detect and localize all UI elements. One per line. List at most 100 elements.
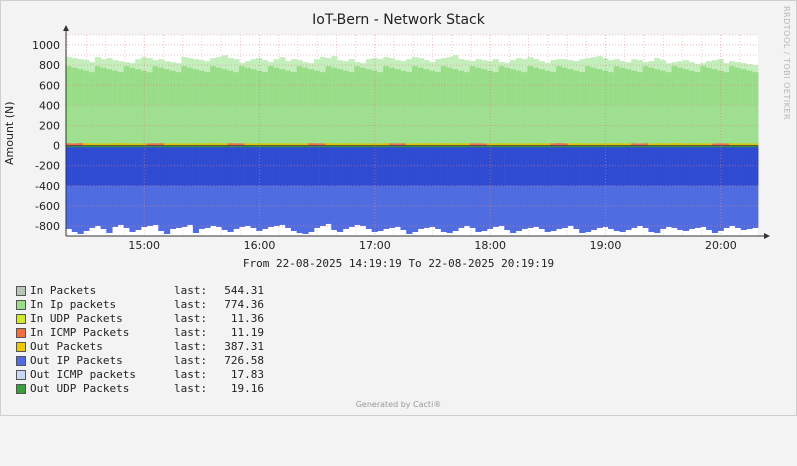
icmp-bar [706, 143, 713, 146]
icmp-bar [135, 143, 142, 146]
icmp-bar [244, 143, 251, 146]
out-ip-bar [112, 145, 119, 227]
legend-swatch [16, 370, 26, 380]
in-base-bar [239, 105, 246, 146]
out-ip-bar [619, 145, 626, 232]
legend-item-out-udp-packets: Out UDP Packets last: 19.16 [16, 382, 264, 396]
out-base-bar [556, 145, 563, 186]
in-base-bar [527, 105, 534, 146]
x-tick-label: 16:00 [244, 239, 276, 252]
icmp-bar [561, 143, 569, 146]
icmp-bar [527, 143, 534, 146]
out-ip-bar [677, 145, 684, 230]
icmp-bar [665, 143, 672, 146]
out-ip-bar [204, 145, 211, 228]
in-base-bar [383, 105, 390, 146]
out-base-bar [100, 145, 107, 186]
icmp-bar [204, 143, 211, 146]
icmp-bar [146, 143, 153, 146]
out-ip-bar [538, 145, 546, 229]
out-ip-bar [440, 145, 447, 232]
in-base-bar [544, 105, 551, 146]
out-ip-bar [100, 145, 107, 229]
icmp-bar [463, 143, 471, 146]
in-base-bar [319, 105, 326, 146]
out-base-bar [239, 145, 246, 186]
icmp-bar [71, 143, 78, 146]
icmp-bar [544, 143, 551, 146]
icmp-bar [256, 143, 263, 146]
out-base-bar [740, 145, 747, 186]
out-ip-bar [492, 145, 499, 227]
icmp-bar [129, 143, 136, 146]
in-base-bar [700, 105, 707, 146]
icmp-bar [192, 143, 200, 146]
in-base-bar [152, 105, 159, 146]
out-ip-bar [233, 145, 240, 229]
legend-label: In Ip packets [30, 298, 117, 311]
icmp-bar [752, 143, 759, 146]
icmp-bar [573, 143, 580, 146]
out-ip-bar [585, 145, 592, 232]
in-base-bar [688, 105, 695, 146]
icmp-bar [285, 143, 292, 146]
icmp-bar [550, 143, 557, 146]
out-ip-bar [544, 145, 551, 232]
legend-value: 19.16 [230, 382, 264, 395]
in-base-bar [71, 105, 78, 146]
out-ip-bar [740, 145, 747, 230]
icmp-bar [169, 143, 176, 146]
out-base-bar [256, 145, 263, 186]
icmp-bar [734, 143, 742, 146]
out-ip-bar [734, 145, 742, 228]
out-ip-bar [181, 145, 188, 227]
in-base-bar [406, 105, 413, 146]
out-base-bar [169, 145, 176, 186]
out-ip-bar [66, 145, 73, 229]
icmp-bar [158, 143, 165, 146]
out-base-bar [608, 145, 615, 186]
out-base-bar [700, 145, 707, 186]
in-base-bar [481, 105, 488, 146]
out-ip-bar [706, 145, 713, 230]
out-base-bar [446, 145, 453, 186]
icmp-bar [313, 143, 321, 146]
icmp-bar [417, 143, 424, 146]
out-base-bar [677, 145, 684, 186]
out-ip-bar [262, 145, 269, 229]
icmp-bar [440, 143, 447, 146]
icmp-bar [504, 143, 511, 146]
out-ip-bar [573, 145, 580, 229]
x-axis-arrow [764, 233, 770, 239]
out-base-bar [377, 145, 384, 186]
out-base-bar [77, 145, 84, 186]
icmp-bar [308, 143, 315, 146]
out-base-bar [665, 145, 672, 186]
icmp-bar [383, 143, 390, 146]
out-base-bar [308, 145, 315, 186]
legend-value: 11.36 [230, 312, 264, 325]
icmp-bar [671, 143, 678, 146]
y-tick-label: 800 [39, 59, 60, 72]
in-base-bar [608, 105, 615, 146]
icmp-bar [654, 143, 661, 146]
legend-label: Out UDP Packets [30, 382, 130, 395]
x-tick-label: 19:00 [590, 239, 622, 252]
in-base-bar [244, 105, 251, 146]
out-ip-bar [446, 145, 453, 233]
out-ip-bar [521, 145, 528, 229]
out-ip-bar [89, 145, 96, 228]
icmp-bar [175, 143, 182, 146]
out-ip-bar [342, 145, 349, 229]
out-ip-bar [83, 145, 90, 231]
out-ip-bar [135, 145, 142, 230]
icmp-bar [608, 143, 615, 146]
in-base-bar [590, 105, 597, 146]
icmp-bar [521, 143, 528, 146]
out-ip-bar [746, 145, 753, 229]
out-base-bar [590, 145, 597, 186]
out-base-bar [158, 145, 165, 186]
icmp-bar [579, 143, 586, 146]
in-base-bar [302, 105, 309, 146]
in-base-bar [365, 105, 373, 146]
